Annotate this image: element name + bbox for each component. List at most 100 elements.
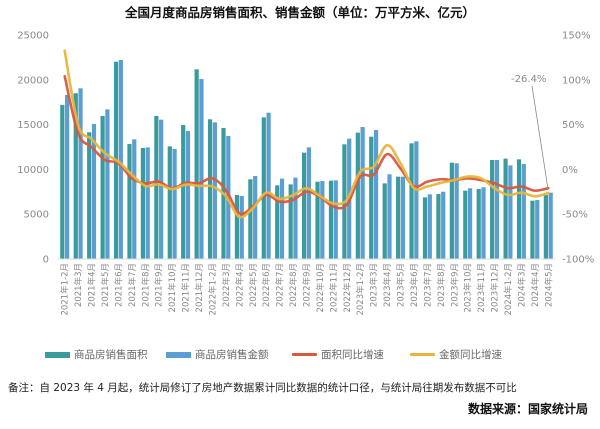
bar-sales-amount xyxy=(145,147,150,259)
bar-sales-amount xyxy=(427,194,432,259)
x-axis-tick-label: 2023年5月 xyxy=(396,263,407,307)
x-axis-tick-label: 2024年5月 xyxy=(543,263,554,307)
x-axis-tick-label: 2021年8月 xyxy=(140,263,151,307)
bar-sales-amount xyxy=(199,78,204,260)
bar-sales-area xyxy=(127,144,132,259)
bar-sales-amount xyxy=(78,88,83,259)
left-axis-tick-label: 0 xyxy=(43,255,49,266)
right-axis-tick-label: 0% xyxy=(562,165,578,176)
bar-sales-amount xyxy=(185,131,191,259)
x-axis-tick-label: 2021年9月 xyxy=(154,263,165,307)
bar-sales-area xyxy=(167,146,172,259)
bar-sales-area xyxy=(543,195,548,259)
bar-sales-amount xyxy=(467,188,473,259)
right-axis-tick-label: -100% xyxy=(562,255,594,266)
bar-sales-amount xyxy=(239,196,244,259)
bar-sales-area xyxy=(503,158,508,259)
bar-sales-area xyxy=(194,69,199,259)
x-axis-tick-label: 2022年7月 xyxy=(275,263,286,307)
right-axis-tick-label: 100% xyxy=(562,75,591,86)
x-axis-tick-label: 2023年1-2月 xyxy=(355,263,366,316)
legend-swatch xyxy=(410,353,435,356)
bar-sales-amount xyxy=(266,112,271,259)
bar-sales-area xyxy=(396,176,401,259)
legend-swatch xyxy=(292,353,317,356)
bar-sales-area xyxy=(516,159,522,259)
bar-sales-amount xyxy=(494,159,500,259)
x-axis-tick-label: 2022年11月 xyxy=(328,263,339,312)
legend-swatch xyxy=(45,351,70,358)
x-axis-tick-label: 2023年6月 xyxy=(409,263,420,307)
bar-sales-area xyxy=(382,183,387,259)
data-source: 数据来源：国家统计局 xyxy=(467,402,588,416)
x-axis-tick-label: 2023年10月 xyxy=(463,263,474,312)
bar-sales-area xyxy=(449,162,454,259)
right-axis-tick-label: -50% xyxy=(562,210,588,221)
bar-sales-amount xyxy=(521,164,526,259)
x-axis-tick-label: 2021年3月 xyxy=(73,263,84,307)
bar-sales-amount xyxy=(253,176,258,259)
x-axis-tick-label: 2022年1-2月 xyxy=(207,263,218,316)
x-axis-tick-label: 2022年9月 xyxy=(302,263,313,307)
bar-sales-amount xyxy=(400,176,406,259)
line-amount-growth xyxy=(63,49,550,219)
left-axis-tick-label: 10000 xyxy=(17,165,49,176)
annotation-leader-line xyxy=(531,85,549,190)
legend-label: 商品房销售面积 xyxy=(74,349,148,361)
bar-sales-amount xyxy=(535,200,540,259)
left-axis-tick-label: 15000 xyxy=(17,120,49,131)
x-axis-tick-label: 2022年5月 xyxy=(248,263,259,307)
bar-sales-amount xyxy=(91,123,97,259)
line-area-growth xyxy=(63,74,550,216)
bar-sales-area xyxy=(463,190,468,259)
bar-sales-amount xyxy=(481,187,486,259)
x-axis-tick-label: 2021年10月 xyxy=(167,263,178,312)
bar-sales-amount xyxy=(441,191,446,259)
x-axis-tick-label: 2021年6月 xyxy=(113,263,124,307)
x-axis-tick-label: 2024年1-2月 xyxy=(503,263,514,316)
bar-sales-area xyxy=(409,143,414,259)
bar-sales-amount xyxy=(132,139,137,259)
bar-sales-area xyxy=(140,147,146,259)
bar-sales-amount xyxy=(306,147,311,259)
legend-label: 金额同比增速 xyxy=(439,349,502,361)
bar-sales-amount xyxy=(373,129,379,259)
bar-sales-amount xyxy=(65,95,70,259)
x-axis-tick-label: 2023年12月 xyxy=(490,263,501,312)
left-axis-tick-label: 20000 xyxy=(17,75,49,86)
bar-sales-amount xyxy=(320,181,325,259)
bar-sales-amount xyxy=(159,119,164,259)
x-axis-tick-label: 2022年10月 xyxy=(315,263,326,312)
x-axis-tick-label: 2022年3月 xyxy=(221,263,232,307)
bar-sales-amount xyxy=(172,148,177,259)
bar-sales-amount xyxy=(118,59,123,260)
bar-sales-area xyxy=(355,132,360,259)
bar-sales-area xyxy=(154,115,159,259)
annotation-label: -26.4% xyxy=(511,74,546,85)
bar-sales-amount xyxy=(454,163,459,259)
x-axis-tick-label: 2023年7月 xyxy=(422,263,433,307)
legend-item-area-growth: 面积同比增速 xyxy=(292,347,384,362)
x-axis-tick-label: 2022年8月 xyxy=(288,263,299,307)
x-axis-tick-label: 2023年4月 xyxy=(382,263,393,307)
x-axis-tick-label: 2024年3月 xyxy=(516,263,527,307)
bar-sales-amount xyxy=(387,174,392,259)
bar-sales-amount xyxy=(105,109,110,259)
bar-sales-area xyxy=(100,115,105,259)
legend-label: 面积同比增速 xyxy=(321,349,384,361)
x-axis-tick-label: 2021年12月 xyxy=(194,263,205,312)
bar-sales-area xyxy=(248,179,253,259)
x-axis-tick-label: 2023年9月 xyxy=(449,263,460,307)
x-axis-tick-label: 2021年1-2月 xyxy=(60,263,71,316)
x-axis-tick-label: 2021年5月 xyxy=(100,263,111,307)
x-axis-tick-label: 2021年11月 xyxy=(181,263,192,312)
bar-sales-area xyxy=(328,180,334,259)
bar-sales-amount xyxy=(333,180,338,259)
bar-sales-amount xyxy=(212,122,217,259)
left-axis-tick-label: 5000 xyxy=(24,210,49,221)
bar-sales-area xyxy=(275,185,280,259)
left-axis-tick-label: 25000 xyxy=(17,31,49,42)
bar-sales-area xyxy=(87,132,92,259)
legend-swatch xyxy=(166,351,191,358)
footnote: 备注：自 2023 年 4 月起，统计局修订了房地产数据累计同比数据的统计口径，… xyxy=(8,382,517,394)
